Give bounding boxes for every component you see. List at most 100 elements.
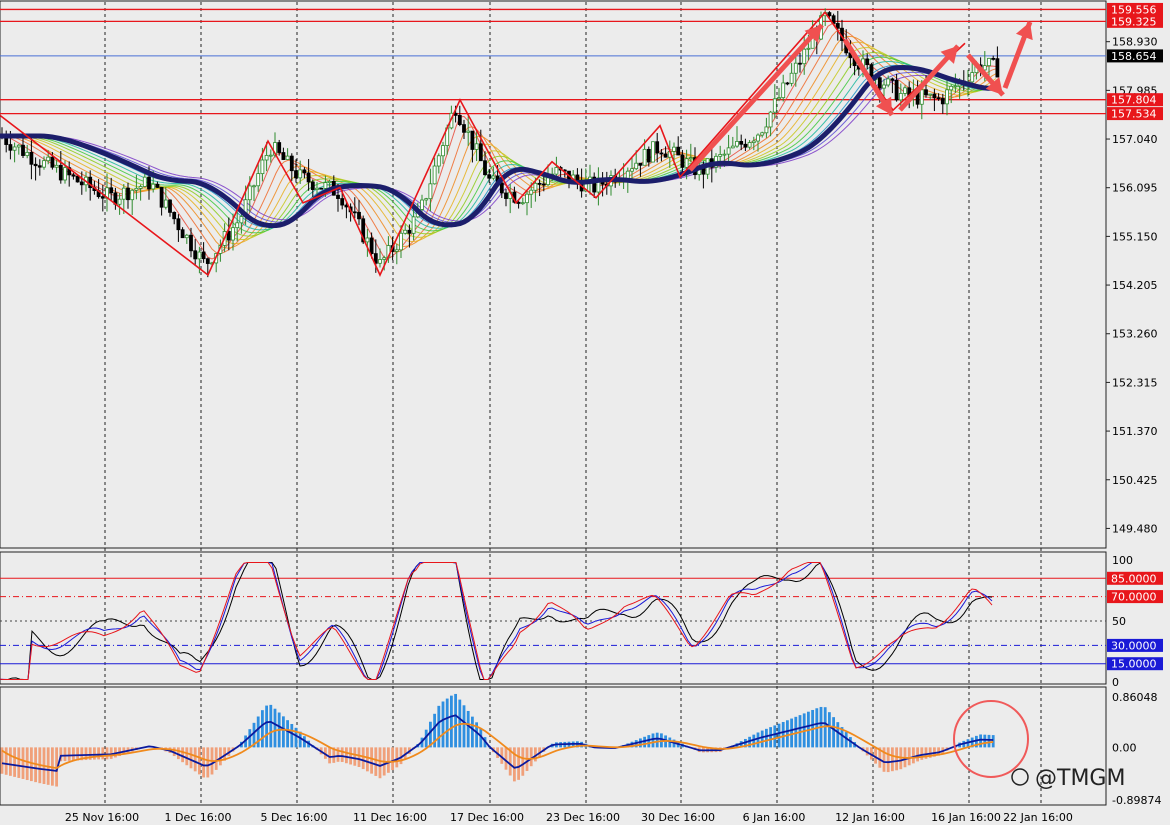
candle-bull: [772, 98, 777, 113]
macd-bar-positive: [424, 729, 428, 748]
time-tick-label: 17 Dec 16:00: [450, 811, 524, 824]
candle-bull: [898, 93, 903, 101]
macd-tick-label: 0.86048: [1112, 691, 1158, 704]
candle-bull: [546, 177, 550, 186]
macd-bar-positive: [433, 713, 436, 748]
candle-bull: [722, 153, 727, 156]
macd-bar-negative: [403, 747, 407, 760]
candle-bull: [252, 185, 256, 188]
candle-bear: [470, 130, 475, 150]
candle-bear: [516, 201, 521, 204]
macd-bar-negative: [912, 747, 915, 764]
candle-bull: [16, 144, 21, 148]
macd-bar-negative: [25, 747, 29, 781]
candle-bull: [726, 147, 731, 155]
price-tick-label: 150.425: [1112, 474, 1158, 487]
candle-bear: [936, 97, 941, 100]
candle-bear: [37, 165, 42, 168]
candle-bull: [625, 170, 630, 179]
candle-bear: [289, 155, 294, 172]
macd-bar-negative: [88, 747, 92, 760]
price-tick-label: 152.315: [1112, 376, 1158, 389]
oscillator-pane-frame: [0, 551, 1107, 685]
macd-bar-positive: [647, 735, 651, 748]
candle-bull: [718, 154, 723, 157]
time-tick-label: 30 Dec 16:00: [641, 811, 715, 824]
macd-bar-negative: [529, 747, 533, 767]
candle-bear: [352, 211, 357, 214]
zigzag-path: [0, 11, 966, 277]
candle-bear: [126, 187, 130, 201]
candle-bull: [756, 134, 760, 142]
macd-bar-negative: [374, 747, 378, 776]
candle-bear: [541, 183, 546, 186]
macd-bar-negative: [55, 747, 58, 787]
candle-bull: [520, 202, 525, 205]
macd-bar-positive: [471, 716, 474, 748]
macd-line: [1, 714, 994, 772]
macd-bar-negative: [916, 747, 919, 762]
oscillator-line: [0, 561, 993, 681]
candle-bear: [302, 169, 307, 174]
macd-bar-negative: [114, 747, 117, 758]
candle-bear: [373, 253, 378, 264]
candle-bear: [205, 258, 210, 264]
candle-bear: [932, 93, 937, 99]
candle-bear: [294, 170, 298, 179]
candle-bull: [12, 146, 17, 151]
candle-bear: [172, 211, 177, 220]
candle-bull: [474, 143, 479, 150]
candle-bull: [903, 87, 907, 94]
macd-bar-positive: [991, 735, 995, 748]
macd-bar-negative: [76, 747, 79, 761]
time-tick-label: 23 Dec 16:00: [546, 811, 620, 824]
macd-bar-negative: [67, 747, 71, 761]
candle-bear: [147, 176, 151, 190]
candle-bull: [235, 222, 240, 229]
candle-bull: [630, 168, 634, 172]
candle-bear: [226, 231, 231, 241]
ribbon-line: [0, 52, 997, 237]
macd-bar-positive: [983, 734, 987, 748]
candle-bull: [327, 180, 332, 184]
candle-bull: [882, 84, 886, 89]
macd-bar-negative: [13, 747, 16, 777]
candle-bear: [201, 251, 206, 260]
candle-bull: [231, 227, 235, 241]
candle-bear: [29, 151, 34, 165]
candle-bull: [789, 72, 794, 84]
macd-bar-negative: [80, 747, 84, 761]
macd-bar-negative: [924, 747, 928, 759]
candle-bull: [970, 72, 975, 83]
oscillator-tick-label: 0: [1112, 676, 1119, 689]
candle-bear: [504, 192, 508, 199]
price-level-tag-label: 159.556: [1111, 3, 1157, 16]
candle-bull: [642, 148, 647, 166]
oscillator-level-tag: [1107, 638, 1163, 652]
candle-bull: [273, 142, 277, 156]
candle-bear: [877, 77, 882, 89]
macd-bar-negative: [206, 747, 210, 778]
candle-bear: [483, 160, 487, 176]
candle-bull: [382, 257, 387, 260]
candle-bear: [785, 82, 790, 85]
macd-bar-positive: [437, 705, 441, 748]
macd-bar-negative: [361, 747, 365, 770]
candle-bull: [420, 199, 424, 210]
arrow-head: [1015, 22, 1033, 41]
arrow-head: [940, 46, 958, 64]
candle-bear: [739, 141, 744, 145]
price-tick-label: 155.150: [1112, 230, 1158, 243]
macd-bar-positive: [777, 723, 781, 748]
candle-bull: [163, 199, 168, 208]
macd-bar-positive: [769, 727, 772, 748]
price-level-tag: [1107, 93, 1163, 107]
time-tick-label: 1 Dec 16:00: [165, 811, 232, 824]
macd-bar-negative: [370, 747, 373, 774]
macd-bar-negative: [366, 747, 369, 772]
candle-bear: [361, 218, 366, 243]
macd-bar-positive: [441, 701, 445, 748]
oscillator-level-tag-label: 85.0000: [1111, 572, 1157, 585]
macd-bar-negative: [399, 747, 403, 765]
